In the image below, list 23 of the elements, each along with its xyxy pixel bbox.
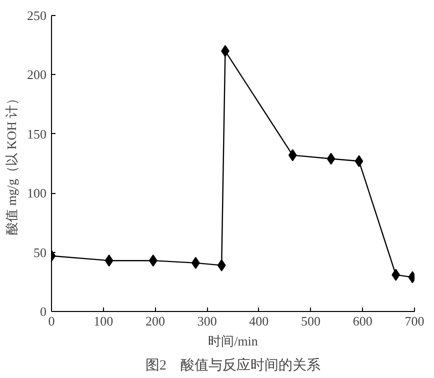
x-axis-title: 时间/min — [208, 334, 258, 348]
point — [148, 254, 158, 267]
x-tick-label: 400 — [249, 314, 269, 328]
text: 图2 酸值与反应时间的关系 — [146, 358, 320, 374]
x-tick-label: 200 — [145, 314, 165, 328]
y-tick-label: 200 — [27, 67, 46, 82]
y-tick-label: 50 — [34, 244, 46, 260]
point — [288, 149, 297, 162]
point — [326, 152, 336, 165]
point — [191, 256, 200, 269]
point — [104, 254, 114, 267]
y-tick-label: 0 — [40, 304, 46, 319]
y-axis-title: 酸值 mg/g（以 KOH 计） — [4, 92, 19, 235]
x-tick-label: 700 — [404, 314, 424, 328]
y-tick-label: 250 — [27, 8, 46, 23]
y-tick-label: 100 — [27, 186, 46, 201]
point — [217, 259, 226, 272]
x-tick-label: 500 — [301, 314, 321, 328]
y-tick-label: 150 — [27, 126, 46, 142]
x-tick-label: 600 — [352, 314, 372, 328]
x-tick-label: 300 — [197, 314, 217, 328]
point — [354, 155, 364, 168]
x-tick-label: 100 — [94, 314, 114, 328]
